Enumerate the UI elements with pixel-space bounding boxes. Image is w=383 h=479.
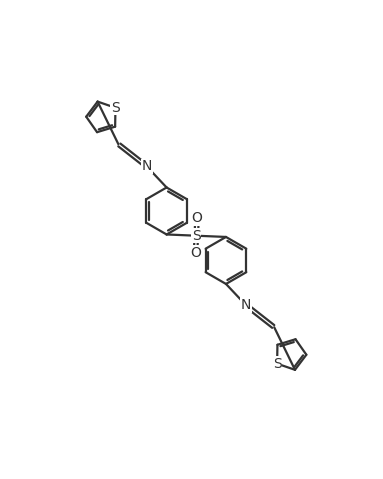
Text: S: S bbox=[273, 357, 282, 371]
Text: S: S bbox=[192, 228, 201, 243]
Text: N: N bbox=[142, 160, 152, 173]
Text: N: N bbox=[241, 298, 251, 312]
Text: O: O bbox=[192, 211, 203, 226]
Text: S: S bbox=[111, 101, 120, 115]
Text: O: O bbox=[190, 246, 201, 260]
